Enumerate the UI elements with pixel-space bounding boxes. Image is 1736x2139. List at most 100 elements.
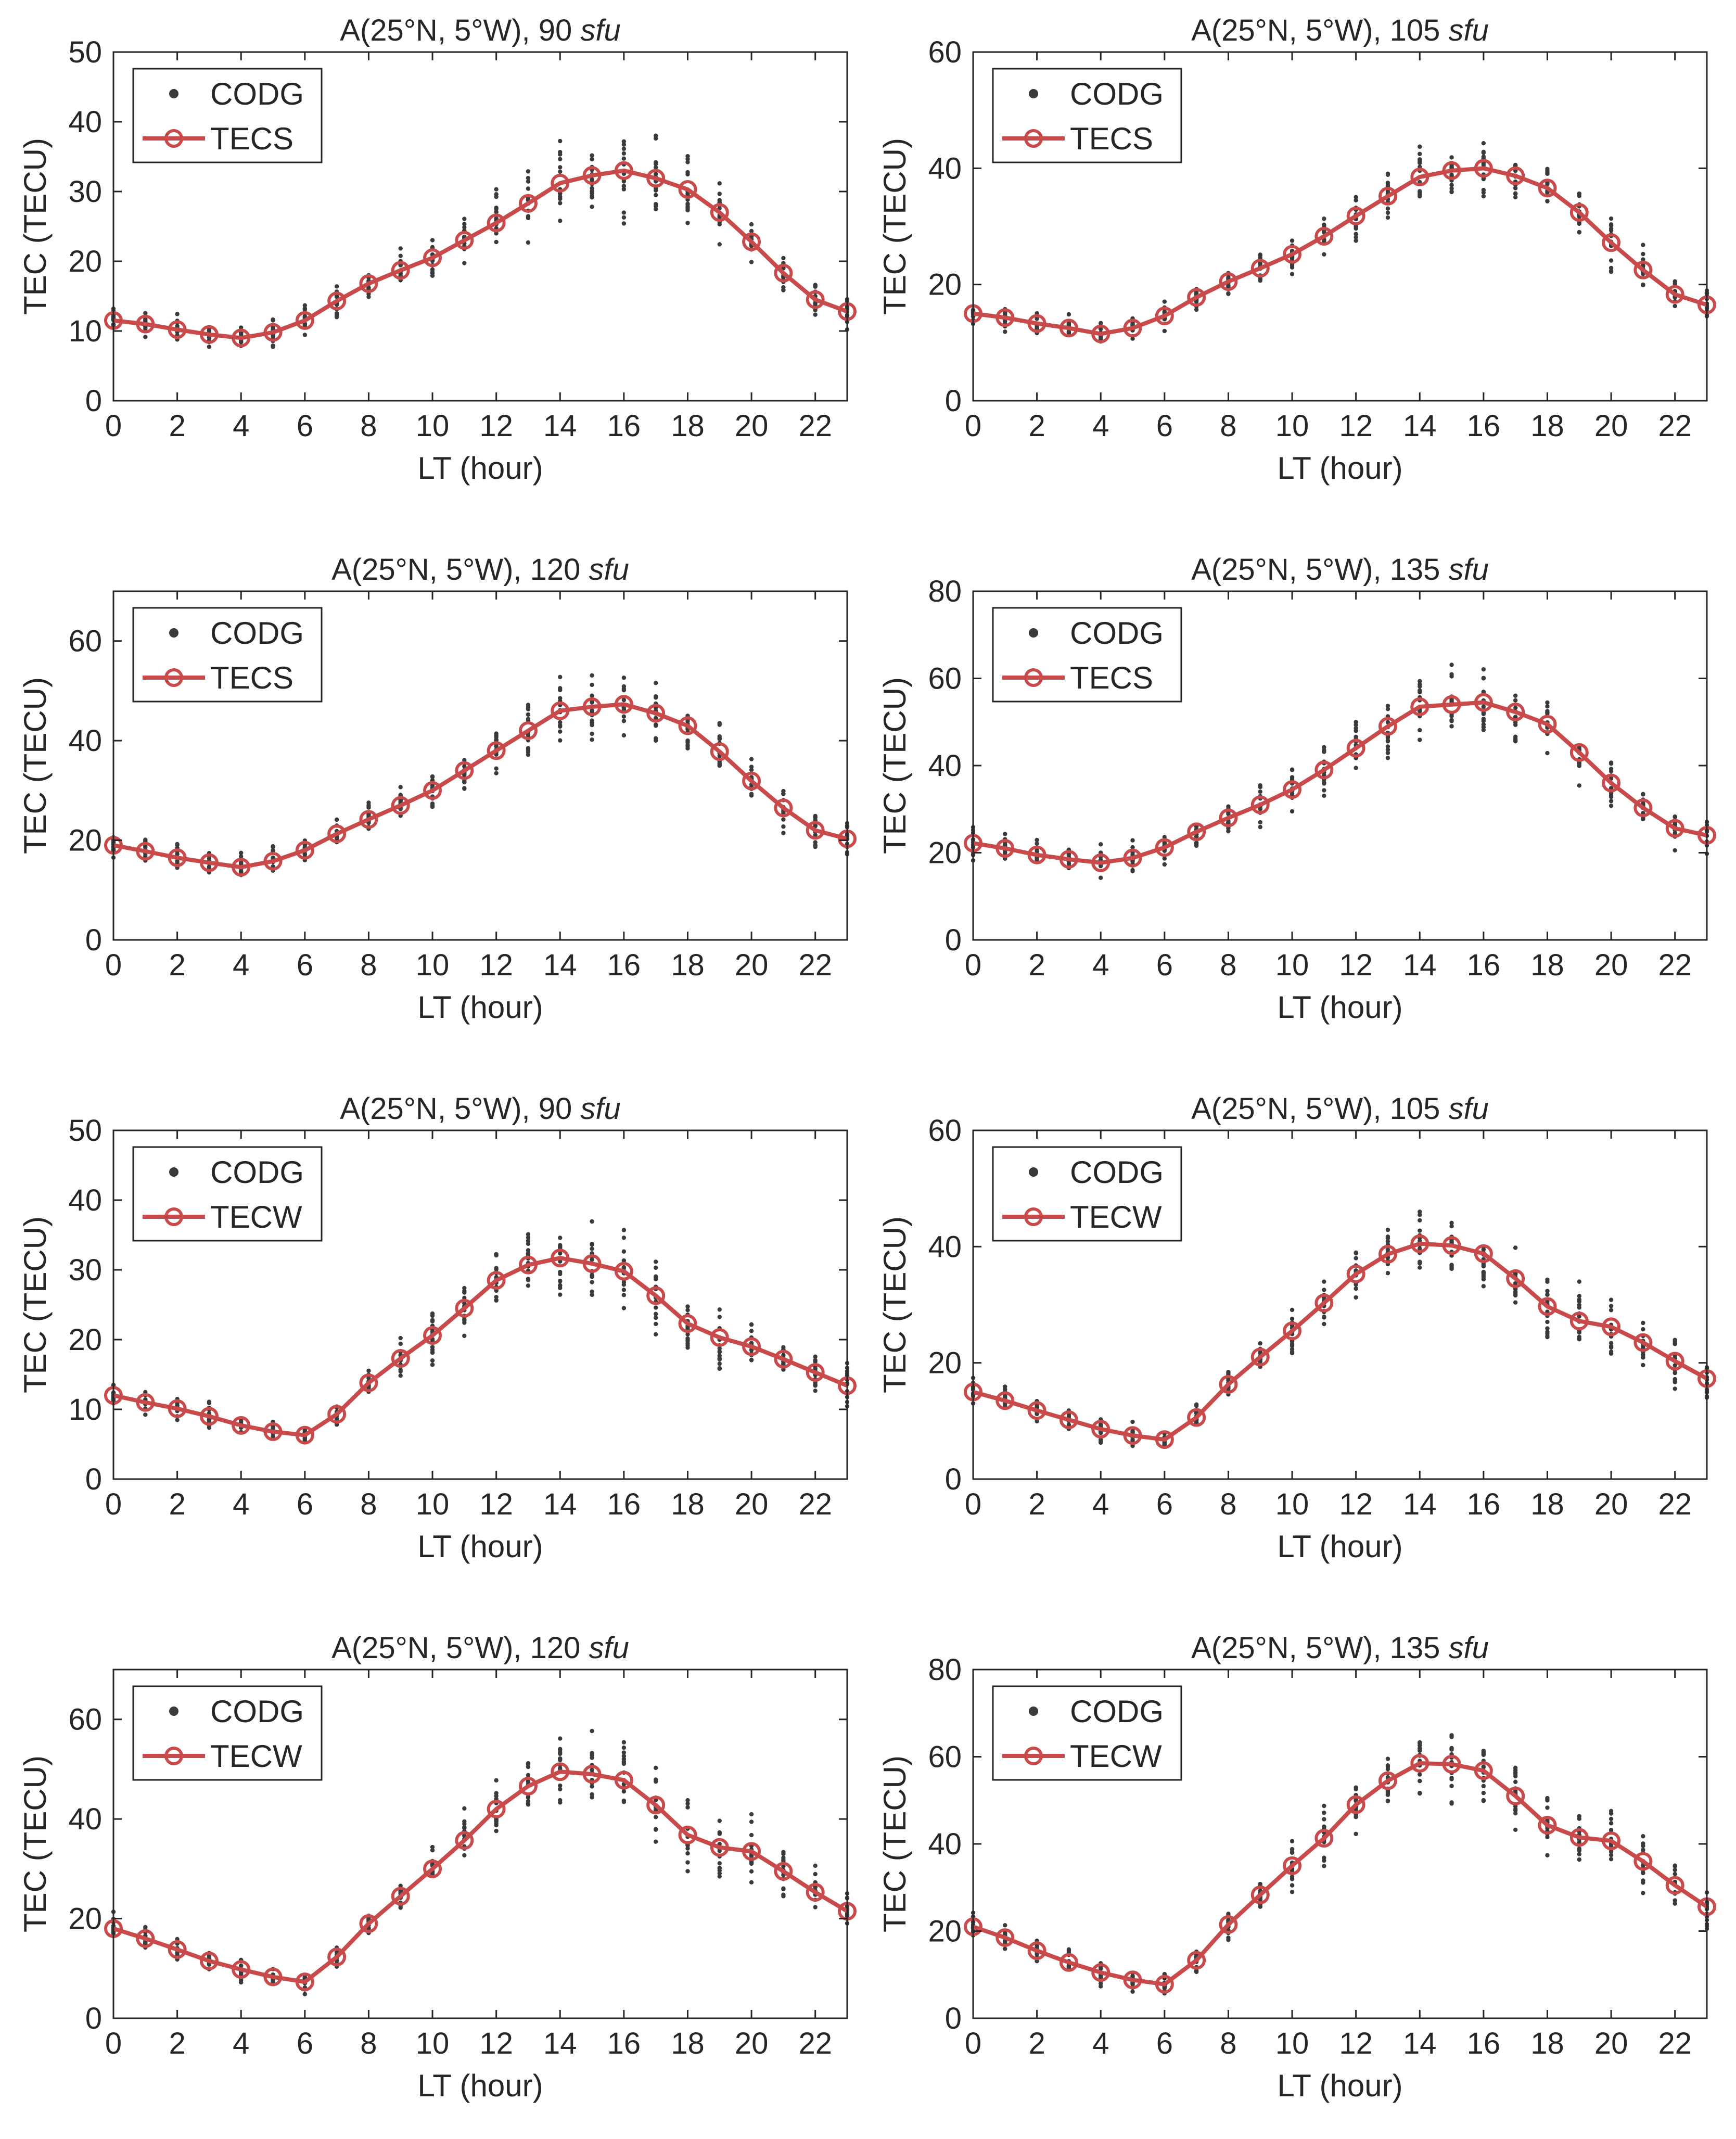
codg-point bbox=[1513, 1827, 1518, 1832]
tecs-marker bbox=[1346, 739, 1365, 758]
codg-point bbox=[1609, 1345, 1614, 1350]
codg-point bbox=[1545, 1835, 1550, 1839]
codg-point bbox=[1673, 1863, 1677, 1868]
tecs-marker bbox=[423, 781, 442, 800]
tecs-marker bbox=[614, 161, 633, 180]
codg-point bbox=[398, 1335, 403, 1341]
codg-point bbox=[1354, 235, 1358, 240]
tecs-marker bbox=[1506, 702, 1525, 721]
codg-point bbox=[1418, 1209, 1422, 1214]
tecs-marker bbox=[806, 290, 825, 309]
codg-point bbox=[621, 139, 627, 144]
tecw-marker bbox=[1474, 1761, 1493, 1780]
y-tick-label: 30 bbox=[68, 175, 102, 209]
x-tick-label: 14 bbox=[543, 409, 577, 443]
codg-point bbox=[1322, 252, 1326, 257]
y-tick-label: 20 bbox=[928, 836, 962, 870]
tecs-marker bbox=[1314, 760, 1334, 780]
x-tick-label: 2 bbox=[1028, 409, 1045, 443]
tecs-marker bbox=[455, 231, 474, 250]
codg-point bbox=[749, 1880, 754, 1885]
codg-point bbox=[749, 767, 754, 772]
codg-point bbox=[781, 1353, 786, 1358]
chart-panel-5: 0 2 4 6 8 10 12 14 16 18 20 22 0 10 20 30 40 50 A(25°N, 5°… bbox=[18, 1092, 857, 1564]
tecs-marker bbox=[1250, 795, 1270, 814]
codg-point bbox=[143, 311, 148, 315]
x-tick-label: 20 bbox=[1594, 2027, 1628, 2060]
codg-point bbox=[749, 1341, 754, 1345]
codg-point bbox=[1609, 1341, 1614, 1345]
codg-point bbox=[590, 682, 594, 687]
codg-point bbox=[653, 172, 658, 176]
codg-point bbox=[1545, 199, 1550, 203]
x-tick-label: 18 bbox=[671, 409, 705, 443]
codg-point bbox=[1481, 194, 1486, 199]
codg-point bbox=[1099, 1966, 1103, 1971]
tecw-marker bbox=[1378, 1771, 1397, 1790]
codg-point bbox=[271, 1425, 275, 1430]
codg-point bbox=[462, 1853, 467, 1858]
codg-point bbox=[717, 1861, 722, 1866]
codg-point bbox=[1641, 1891, 1645, 1895]
tecw-marker bbox=[995, 1391, 1015, 1410]
legend-entry-series: TECW bbox=[1070, 1739, 1162, 1774]
x-tick-label: 18 bbox=[671, 2027, 705, 2060]
codg-point bbox=[430, 1363, 435, 1367]
x-tick-label: 4 bbox=[233, 1487, 249, 1521]
codg-point bbox=[813, 1358, 818, 1363]
tecw-marker bbox=[295, 1972, 314, 1992]
codg-point bbox=[653, 1815, 658, 1819]
codg-point bbox=[1322, 788, 1326, 793]
codg-point bbox=[1449, 719, 1454, 723]
tecw-marker bbox=[1027, 1941, 1046, 1960]
codg-point bbox=[1354, 766, 1358, 770]
axes-box bbox=[112, 590, 848, 941]
codg-point bbox=[1035, 1419, 1039, 1424]
x-tick-label: 0 bbox=[965, 948, 981, 982]
tecw-marker bbox=[774, 1349, 793, 1369]
codg-point bbox=[621, 1258, 627, 1263]
codg-point bbox=[558, 219, 563, 223]
codg-point bbox=[462, 780, 467, 784]
x-tick-label: 16 bbox=[607, 1487, 641, 1521]
codg-point bbox=[1641, 1878, 1645, 1883]
codg-point bbox=[1290, 1839, 1295, 1843]
codg-point bbox=[1577, 1279, 1581, 1284]
codg-point bbox=[749, 1869, 754, 1874]
codg-point bbox=[430, 271, 435, 276]
codg-point bbox=[653, 1839, 658, 1844]
codg-point bbox=[749, 1322, 754, 1327]
codg-point bbox=[749, 1832, 754, 1838]
tecw-marker bbox=[1027, 1401, 1046, 1420]
codg-point bbox=[1449, 674, 1454, 679]
codg-point bbox=[685, 1805, 690, 1810]
codg-point bbox=[1577, 1303, 1581, 1307]
legend-codg-dot-icon bbox=[1029, 89, 1038, 98]
codg-point bbox=[653, 1265, 658, 1270]
codg-point bbox=[1418, 1790, 1422, 1796]
codg-point bbox=[1418, 728, 1422, 733]
tecs-marker bbox=[1569, 203, 1589, 222]
codg-point bbox=[558, 720, 563, 725]
codg-scatter bbox=[971, 141, 1709, 344]
codg-point bbox=[1354, 1785, 1358, 1790]
tecw-marker bbox=[263, 1967, 283, 1987]
codg-point bbox=[1577, 1857, 1581, 1862]
x-tick-label: 6 bbox=[1156, 2027, 1173, 2060]
codg-point bbox=[1385, 738, 1390, 743]
codg-point bbox=[1673, 1377, 1677, 1382]
x-tick-label: 8 bbox=[360, 1487, 377, 1521]
tecs-marker bbox=[551, 173, 570, 193]
codg-point bbox=[366, 286, 371, 291]
codg-point bbox=[1673, 821, 1677, 826]
codg-point bbox=[143, 318, 148, 323]
codg-point bbox=[685, 1860, 690, 1865]
codg-point bbox=[526, 1801, 531, 1806]
codg-point bbox=[558, 194, 563, 199]
codg-point bbox=[494, 239, 499, 245]
legend-entry-series: TECS bbox=[1070, 121, 1153, 156]
codg-point bbox=[1354, 1250, 1358, 1255]
y-tick-label: 60 bbox=[928, 35, 962, 69]
tecw-marker bbox=[1538, 1297, 1557, 1316]
codg-point bbox=[239, 1963, 244, 1968]
